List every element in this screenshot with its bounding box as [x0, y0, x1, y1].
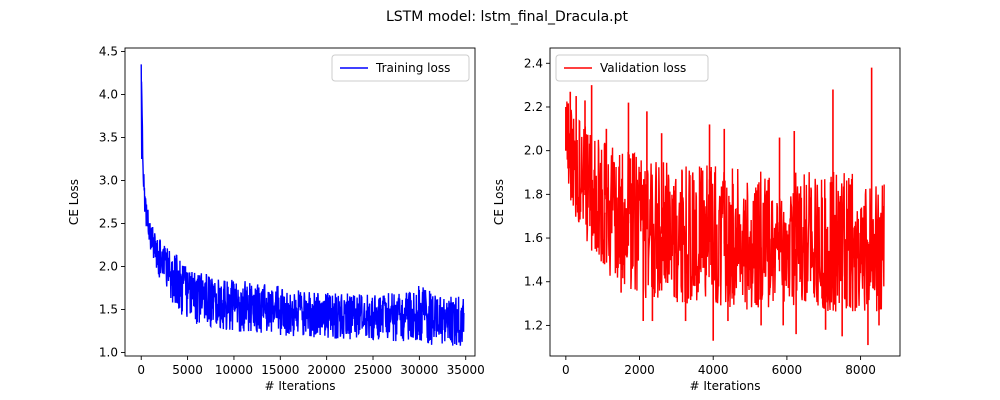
y-axis-label: CE Loss	[492, 179, 506, 225]
y-tick-label: 1.6	[524, 231, 543, 245]
x-tick-label: 35000	[447, 363, 485, 377]
y-tick-label: 2.2	[524, 100, 543, 114]
legend-label: Training loss	[375, 61, 450, 75]
x-tick-label: 25000	[354, 363, 392, 377]
training-loss-chart: 0 5000 10000 15000 20000 25000 30000 35000 1.0 1.…	[67, 44, 485, 393]
y-tick-label: 2.0	[524, 144, 543, 158]
legend-frame	[331, 54, 470, 82]
x-tick-label: 5000	[172, 363, 203, 377]
x-tick-label: 4000	[698, 363, 729, 377]
y-tick-label: 1.0	[99, 346, 118, 360]
x-tick-label: 0	[562, 363, 570, 377]
y-tick-label: 3.0	[99, 173, 118, 187]
y-tick-label: 1.5	[99, 303, 118, 317]
figure-title: LSTM model: lstm_final_Dracula.pt	[386, 9, 628, 25]
legend-label: Validation loss	[600, 61, 686, 75]
x-tick-label: 20000	[308, 363, 346, 377]
y-tick-label: 2.5	[99, 217, 118, 231]
x-axis-label: # Iterations	[264, 379, 335, 393]
y-axis-label: CE Loss	[67, 179, 81, 225]
y-tick-label: 1.2	[524, 318, 543, 332]
x-tick-label: 8000	[845, 363, 876, 377]
x-tick-label: 30000	[400, 363, 438, 377]
series-line-training-loss	[140, 64, 465, 346]
y-tick-label: 4.0	[99, 87, 118, 101]
legend-frame	[555, 54, 709, 82]
x-tick-label: 10000	[215, 363, 253, 377]
y-tick-label: 2.4	[524, 56, 543, 70]
y-tick-label: 4.5	[99, 44, 118, 58]
axes-frame	[124, 47, 476, 357]
y-tick-label: 2.0	[99, 260, 118, 274]
x-tick-label: 15000	[261, 363, 299, 377]
y-tick-label: 1.8	[524, 187, 543, 201]
legend: Training loss	[331, 54, 470, 82]
x-tick-label: 6000	[772, 363, 803, 377]
x-tick-label: 0	[137, 363, 145, 377]
x-tick-label: 2000	[624, 363, 655, 377]
x-axis-label: # Iterations	[689, 379, 760, 393]
legend: Validation loss	[555, 54, 709, 82]
y-tick-label: 1.4	[524, 275, 543, 289]
y-tick-label: 3.5	[99, 130, 118, 144]
validation-loss-chart: 0 2000 4000 6000 8000 1.2 1.4 1.6 1.8 2.0 2.2 2.4 # …	[492, 47, 901, 393]
axes-frame	[549, 47, 901, 357]
